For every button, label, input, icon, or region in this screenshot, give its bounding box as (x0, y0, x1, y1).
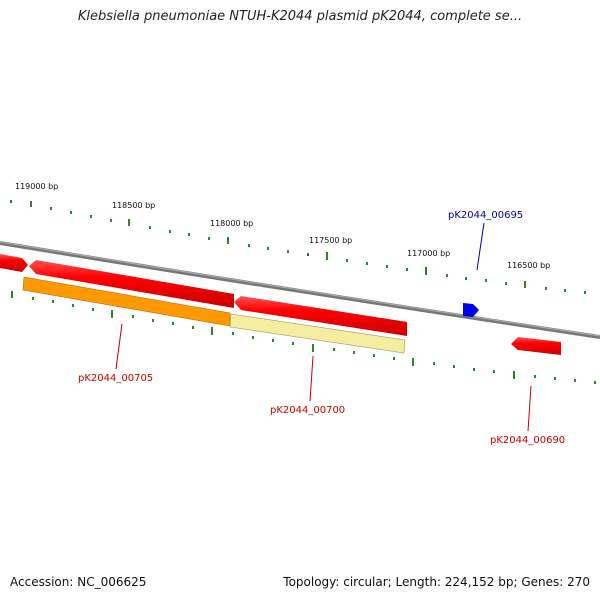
leader-line (115, 323, 123, 370)
feature-bar-yellow[interactable] (229, 313, 406, 354)
cds-arrow[interactable] (29, 260, 234, 308)
accession-text: Accession: NC_006625 (10, 575, 147, 589)
tick-label: 118500 bp (112, 201, 155, 210)
page-title: Klebsiella pneumoniae NTUH-K2044 plasmid… (77, 9, 523, 24)
gene-label-pk2044-00705[interactable]: pK2044_00705 (78, 373, 153, 384)
cds-arrow[interactable] (234, 296, 407, 336)
genome-summary-text: Topology: circular; Length: 224,152 bp; … (283, 575, 590, 589)
tick-label: 117000 bp (407, 249, 450, 258)
leader-line (309, 355, 314, 402)
cds-arrow[interactable] (511, 337, 561, 355)
tick-label: 117500 bp (309, 236, 352, 245)
minor-ticks (10, 200, 586, 294)
cds-arrow[interactable] (0, 254, 28, 272)
gene-label-pk2044-00695[interactable]: pK2044_00695 (448, 210, 523, 221)
outer-tick-ring (10, 200, 586, 294)
inner-tick-ring (11, 291, 596, 384)
leader-line (527, 385, 532, 432)
plasmid-backbone (0, 241, 600, 339)
tick-label: 118000 bp (210, 219, 253, 228)
gene-label-pk2044-00700[interactable]: pK2044_00700 (270, 405, 345, 416)
tick-label: 116500 bp (507, 261, 550, 270)
leader-line (476, 222, 485, 271)
gene-label-pk2044-00690[interactable]: pK2044_00690 (490, 435, 565, 446)
minor-ticks (32, 297, 596, 384)
tick-label: 119000 bp (15, 182, 58, 191)
gene-pk2044-00695-marker[interactable] (463, 303, 479, 317)
tick-labels: 119000 bp 118500 bp 118000 bp 117500 bp … (15, 182, 550, 270)
